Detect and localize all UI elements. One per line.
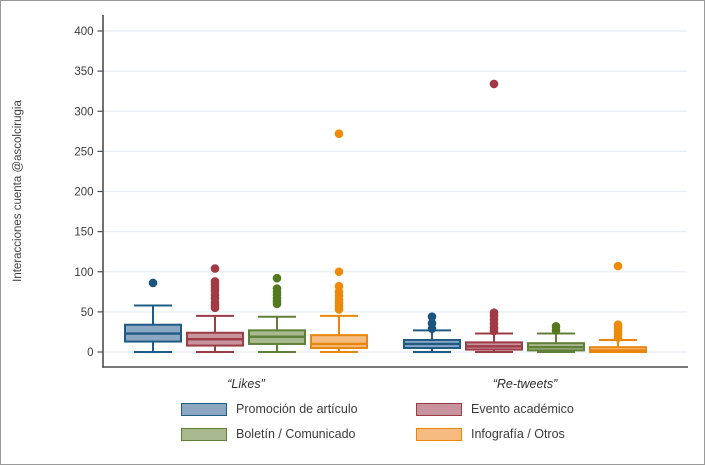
- boxplot: [310, 129, 368, 353]
- y-tick-label: 350: [74, 66, 93, 78]
- outlier-dot: [427, 318, 437, 328]
- outlier-dot: [148, 278, 158, 288]
- y-tick-label: 0: [87, 347, 93, 359]
- gridlines: [103, 30, 687, 353]
- outlier-dot: [489, 308, 499, 317]
- boxplot: [186, 264, 244, 353]
- legend-item-evento: Evento académico: [416, 402, 574, 416]
- boxplot: [527, 322, 585, 353]
- outlier-dot: [210, 277, 220, 286]
- y-tick-marks: 0 50 100 150 200 250 300 350 400: [74, 26, 103, 359]
- boxplot: [124, 278, 182, 353]
- legend-swatch-boletin: [181, 427, 227, 441]
- group-label-retweets: “Re-tweets”: [493, 377, 558, 391]
- legend-label-evento: Evento académico: [471, 402, 574, 416]
- chart-legend: Promoción de artículo Evento académico B…: [181, 402, 574, 441]
- y-tick-label: 100: [74, 267, 93, 279]
- outlier-dot: [551, 322, 561, 331]
- legend-label-promocion: Promoción de artículo: [236, 402, 358, 416]
- outlier-dot: [272, 273, 282, 283]
- outlier-dot: [210, 264, 220, 273]
- group-label-likes: “Likes”: [227, 377, 265, 391]
- legend-swatch-promocion: [181, 402, 227, 416]
- legend-item-boletin: Boletín / Comunicado: [181, 427, 416, 441]
- legend-swatch-infografia: [416, 427, 462, 441]
- legend-label-boletin: Boletín / Comunicado: [236, 427, 356, 441]
- legend-label-infografia: Infografía / Otros: [471, 427, 565, 441]
- legend-swatch-evento: [416, 402, 462, 416]
- y-tick-label: 150: [74, 227, 93, 239]
- y-tick-label: 400: [74, 26, 93, 38]
- outlier-dot: [613, 320, 623, 330]
- outlier-dot: [334, 129, 344, 139]
- legend-item-infografia: Infografía / Otros: [416, 427, 574, 441]
- outlier-dot: [613, 261, 623, 271]
- boxplot: [403, 312, 461, 353]
- outlier-dot: [334, 281, 344, 291]
- outlier-dot: [489, 79, 499, 89]
- y-tick-label: 200: [74, 187, 93, 199]
- legend-item-promocion: Promoción de artículo: [181, 402, 416, 416]
- outlier-dot: [334, 267, 344, 277]
- y-tick-label: 50: [81, 307, 94, 319]
- y-axis-title: Interacciones cuenta @ascolcirugia: [12, 100, 24, 282]
- boxplot: [465, 79, 523, 353]
- y-tick-label: 250: [74, 146, 93, 158]
- boxplot: [589, 261, 647, 353]
- outlier-dot: [427, 312, 437, 321]
- y-tick-label: 300: [74, 106, 93, 118]
- boxplot: [248, 273, 306, 353]
- box: [310, 334, 368, 349]
- boxplots: [124, 79, 647, 353]
- outlier-dot: [272, 284, 282, 293]
